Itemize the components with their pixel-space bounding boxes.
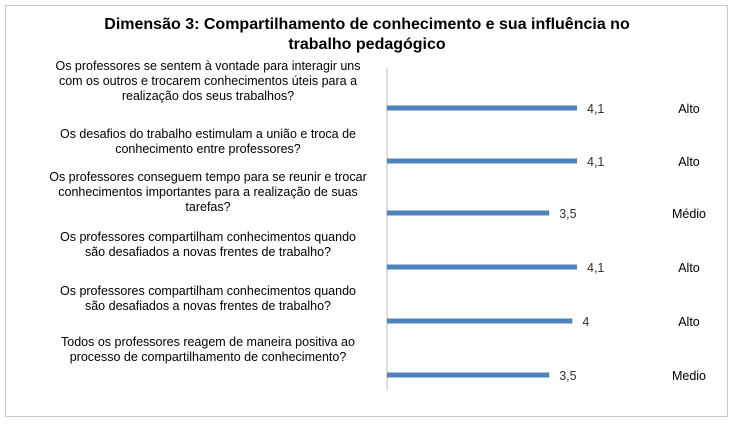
category-label: são desafiados a novas frentes de trabal… [85, 299, 331, 313]
bar-value-label: 4 [582, 315, 589, 329]
chart-title-line: trabalho pedagógico [288, 36, 446, 53]
category-label: conhecimento entre professores? [115, 142, 301, 156]
classification-label: Alto [678, 261, 700, 275]
bar [387, 210, 550, 216]
category-label: Os professores se sentem à vontade para … [55, 59, 360, 73]
category-label: são desafiados a novas frentes de trabal… [85, 245, 331, 259]
category-label: conhecimentos importantes para a realiza… [58, 185, 357, 199]
bar [387, 105, 577, 111]
category-label: Os professores conseguem tempo para se r… [49, 170, 367, 184]
chart-title-line: Dimensão 3: Compartilhamento de conhecim… [104, 16, 630, 33]
category-label: com os outros e trocarem conhecimentos ú… [59, 74, 357, 88]
category-label: realização dos seus trabalhos? [122, 89, 294, 103]
bar-value-label: 4,1 [587, 155, 604, 169]
bar-value-label: 3,5 [559, 207, 576, 221]
category-label: processo de compartilhamento de conhecim… [70, 350, 347, 364]
bar-value-label: 4,1 [587, 261, 604, 275]
bar-value-label: 3,5 [559, 369, 576, 383]
classification-label: Medio [672, 369, 706, 383]
classification-label: Médio [672, 207, 706, 221]
bar-value-label: 4,1 [587, 102, 604, 116]
chart-frame [5, 5, 728, 417]
category-label: Os desafios do trabalho estimulam a uniã… [60, 127, 356, 141]
bar [387, 372, 550, 378]
category-label: tarefas? [185, 200, 230, 214]
bar [387, 318, 573, 324]
bar [387, 264, 577, 270]
bar [387, 158, 577, 164]
classification-label: Alto [678, 315, 700, 329]
category-label: Os professores compartilham conhecimento… [60, 284, 356, 298]
classification-label: Alto [678, 102, 700, 116]
classification-label: Alto [678, 155, 700, 169]
category-label: Todos os professores reagem de maneira p… [61, 335, 355, 349]
category-label: Os professores compartilham conhecimento… [60, 230, 356, 244]
